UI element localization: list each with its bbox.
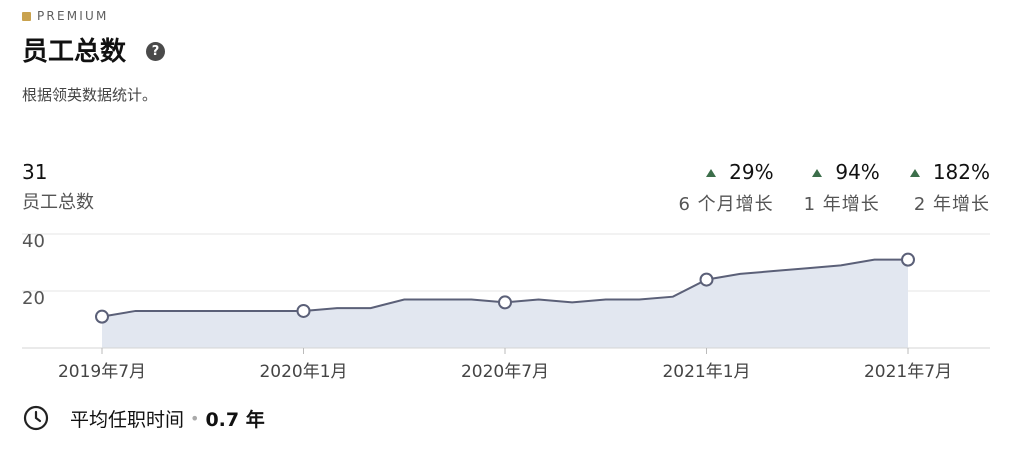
growth-value: 29% xyxy=(729,160,773,184)
triangle-up-icon xyxy=(812,169,822,177)
triangle-up-icon xyxy=(910,169,920,177)
headcount-chart: 20 40 2019年7月 2020年1月 2020年7月 2021年1月 2021年7月 xyxy=(0,225,1024,390)
growth-label: 2 年增长 xyxy=(914,190,990,216)
triangle-up-icon xyxy=(706,169,716,177)
total-value: 31 xyxy=(22,160,47,184)
footer: 平均任职时间 • 0.7 年 xyxy=(22,404,265,432)
growth-stat-6-months: 29% 6 个月增长 xyxy=(678,160,773,216)
tenure-value: 0.7 年 xyxy=(205,405,264,432)
data-point-marker xyxy=(298,305,310,317)
x-tick-label: 2019年7月 xyxy=(58,362,146,382)
data-point-marker xyxy=(902,254,914,266)
growth-value: 94% xyxy=(835,160,879,184)
growth-stats: 29% 6 个月增长 94% 1 年增长 182% 2 年增长 xyxy=(678,160,990,216)
growth-label: 6 个月增长 xyxy=(678,190,773,216)
tenure-label: 平均任职时间 xyxy=(70,405,184,432)
premium-icon xyxy=(22,12,31,21)
growth-stat-1-year: 94% 1 年增长 xyxy=(804,160,880,216)
title-row: 员工总数 ? xyxy=(22,31,165,68)
data-point-marker xyxy=(701,274,713,286)
premium-badge: PREMIUM xyxy=(22,9,109,23)
y-tick-label: 40 xyxy=(22,231,45,252)
x-tick-label: 2021年7月 xyxy=(864,362,952,382)
question-circle-icon[interactable]: ? xyxy=(146,42,165,61)
growth-value: 182% xyxy=(933,160,990,184)
growth-label: 1 年增长 xyxy=(804,190,880,216)
x-tick-label: 2021年1月 xyxy=(662,362,750,382)
data-point-marker xyxy=(499,296,511,308)
x-tick-label: 2020年7月 xyxy=(461,362,549,382)
total-label: 员工总数 xyxy=(22,188,94,214)
subtitle: 根据领英数据统计。 xyxy=(22,84,157,105)
y-tick-label: 20 xyxy=(22,288,45,309)
growth-stat-2-years: 182% 2 年增长 xyxy=(910,160,990,216)
x-tick-label: 2020年1月 xyxy=(259,362,347,382)
page-title: 员工总数 xyxy=(22,31,126,68)
data-point-marker xyxy=(96,311,108,323)
premium-label: PREMIUM xyxy=(37,9,109,23)
average-tenure: 平均任职时间 • 0.7 年 xyxy=(70,405,265,432)
clock-icon xyxy=(22,404,50,432)
separator-dot: • xyxy=(190,409,199,428)
